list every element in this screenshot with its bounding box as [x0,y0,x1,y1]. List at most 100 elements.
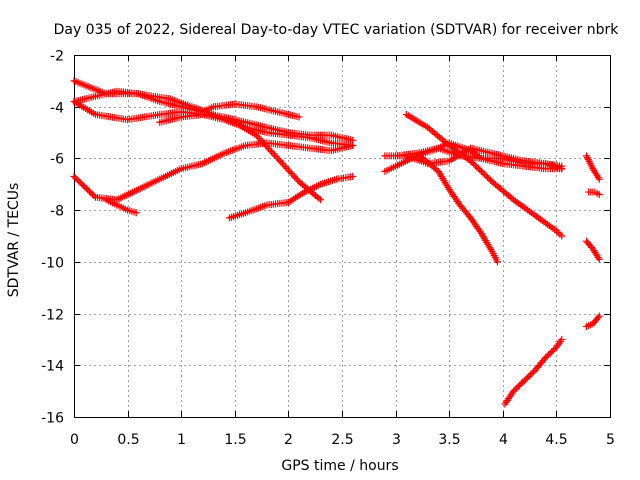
data-point [473,163,481,171]
data-point [271,151,279,159]
data-point [558,335,566,343]
data-point [482,172,490,180]
data-point [549,346,557,354]
data-point [349,142,357,149]
data-point [476,228,484,236]
x-tick-label: 5 [606,432,615,448]
data-point [73,175,81,183]
data-point [254,133,262,141]
data-point [595,312,603,320]
data-point [79,181,87,189]
data-point [493,258,501,266]
data-point [90,192,98,200]
y-axis-label: SDTVAR / TECUs [6,183,22,298]
x-tick-label: 0.5 [117,432,139,448]
data-point [84,186,92,194]
data-point [349,173,357,181]
data-point [264,144,272,152]
x-tick-label: 2 [284,432,293,448]
x-tick-label: 4 [499,432,508,448]
series-track-14 [582,152,603,183]
data-point [474,164,482,172]
data-point [517,380,525,388]
data-point [483,173,491,181]
data-point [523,374,531,382]
data-point [284,166,292,174]
data-point [287,169,295,177]
data-point [281,163,289,171]
data-point [274,154,282,162]
data-point [594,254,602,262]
data-point [525,372,533,380]
data-point [510,387,518,395]
data-point [548,348,556,356]
series-track-4 [156,110,357,144]
data-point [87,189,95,197]
data-point [82,184,90,192]
data-point [528,369,536,377]
series-track-17 [582,312,603,330]
data-point [519,378,527,386]
data-point [132,209,140,217]
data-point [88,190,96,198]
data-point [275,156,283,164]
x-tick-label: 3 [392,432,401,448]
data-point [291,173,299,181]
data-point [317,196,325,204]
data-point [594,173,602,181]
x-tick-label: 1.5 [224,432,246,448]
data-point [289,171,297,179]
data-point [480,170,488,178]
data-point [595,255,603,263]
grid [74,55,610,417]
data-point [295,113,303,121]
data-point [72,174,80,182]
data-point [477,167,485,175]
data-point [81,183,89,191]
data-point [277,158,285,166]
data-point [513,384,521,392]
y-tick-label: -14 [41,359,64,375]
data-point [511,386,519,394]
x-tick-label: 2.5 [331,432,353,448]
x-tick-label: 4.5 [545,432,567,448]
y-tick-labels: -16 -14 -12 -10 -8 -6 -4 -2 [41,49,64,427]
data-point [280,161,288,169]
data-point [476,166,484,174]
chart-title: Day 035 of 2022, Sidereal Day-to-day VTE… [54,22,620,38]
data-point [516,381,524,389]
data-point [558,232,566,240]
y-tick-label: -12 [41,308,64,324]
y-tick-label: -10 [41,256,64,272]
data-point [514,383,522,391]
data-point [272,153,280,161]
series-track-16 [582,237,603,263]
data-point [546,349,554,357]
x-tick-label: 3.5 [438,432,460,448]
data-point [558,165,566,173]
data-point [286,168,294,176]
series-track-5 [70,139,357,204]
data-point [522,375,530,383]
data-point [294,176,302,184]
data-point [595,175,603,183]
data-point [266,146,274,154]
data-point [468,158,476,166]
data-point [526,371,534,379]
data-point [76,178,84,186]
data-point [283,164,291,172]
data-point [595,191,603,199]
data-point [268,148,276,156]
data-point [470,160,478,168]
y-tick-label: -6 [50,152,64,168]
series-track-7 [225,173,357,222]
data-point [471,161,479,169]
data-point [75,177,83,185]
series-track-10 [392,144,566,173]
data-point [467,157,475,165]
x-tick-label: 1 [177,432,186,448]
series-track-15 [585,188,603,199]
data-point [485,175,493,183]
data-point [594,314,602,322]
